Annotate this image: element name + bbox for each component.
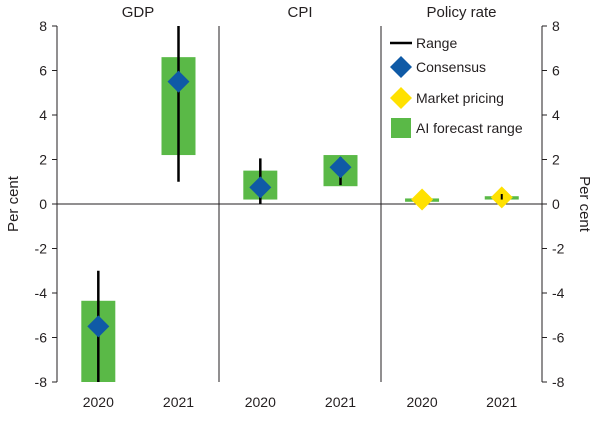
x-tick-label: 2020 bbox=[83, 394, 114, 410]
y-tick-label-right: -6 bbox=[552, 330, 565, 346]
y-axis-title-left: Per cent bbox=[5, 175, 22, 232]
legend: Range Consensus Market pricing AI forecast … bbox=[390, 35, 523, 138]
y-tick-label-left: 2 bbox=[39, 152, 47, 168]
y-tick-label-right: 2 bbox=[552, 152, 560, 168]
y-tick-label-right: -2 bbox=[552, 241, 565, 257]
panel-title: CPI bbox=[287, 4, 312, 21]
legend-label: Market pricing bbox=[416, 90, 504, 106]
consensus-marker bbox=[87, 315, 110, 338]
legend-ai-forecast-swatch bbox=[391, 118, 411, 138]
y-tick-label-left: 4 bbox=[39, 107, 47, 123]
legend-label: AI forecast range bbox=[416, 120, 523, 136]
y-tick-label-left: 0 bbox=[39, 196, 47, 212]
legend-market-pricing-swatch bbox=[390, 87, 412, 109]
x-tick-label: 2021 bbox=[486, 394, 517, 410]
legend-label: Consensus bbox=[416, 59, 486, 75]
y-tick-label-right: 0 bbox=[552, 196, 560, 212]
consensus-marker bbox=[167, 70, 190, 93]
y-tick-label-right: 8 bbox=[552, 18, 560, 34]
y-tick-label-left: -4 bbox=[35, 285, 48, 301]
y-tick-label-right: -4 bbox=[552, 285, 565, 301]
y-tick-label-left: 8 bbox=[39, 18, 47, 34]
x-tick-label: 2021 bbox=[325, 394, 356, 410]
marks-layer bbox=[81, 26, 519, 382]
x-tick-label: 2020 bbox=[245, 394, 276, 410]
legend-label: Range bbox=[416, 35, 457, 51]
y-tick-label-right: 4 bbox=[552, 107, 560, 123]
x-tick-label: 2021 bbox=[163, 394, 194, 410]
market-pricing-marker bbox=[411, 188, 434, 211]
panel-title: Policy rate bbox=[426, 4, 496, 21]
panel-title: GDP bbox=[122, 4, 155, 21]
y-tick-label-right: -8 bbox=[552, 374, 565, 390]
y-tick-label-right: 6 bbox=[552, 63, 560, 79]
consensus-marker bbox=[249, 176, 272, 199]
y-tick-label-left: -6 bbox=[35, 330, 48, 346]
axes-layer: 8 8 6 6 4 4 2 2 0 0 -2 -2 -4 -4 -6 -6 -8 -8 GDP 2020 2021 CPI… bbox=[35, 4, 565, 410]
x-tick-label: 2020 bbox=[406, 394, 437, 410]
consensus-marker bbox=[329, 156, 352, 179]
y-tick-label-left: -8 bbox=[35, 374, 48, 390]
y-tick-label-left: 6 bbox=[39, 63, 47, 79]
legend-consensus-swatch bbox=[390, 56, 412, 78]
y-axis-title-right: Per cent bbox=[576, 176, 593, 233]
y-tick-label-left: -2 bbox=[35, 241, 48, 257]
